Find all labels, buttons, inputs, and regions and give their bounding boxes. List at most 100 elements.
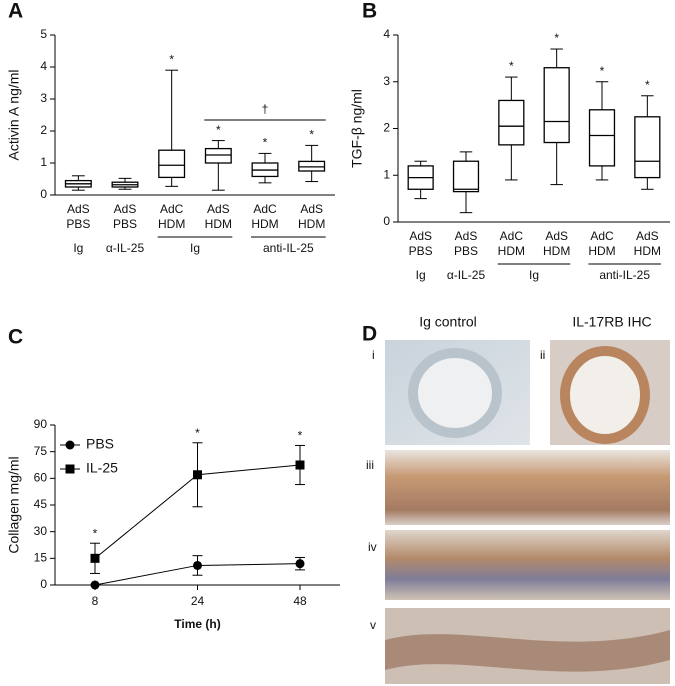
y-axis-label: Collagen mg/ml — [6, 456, 22, 553]
x-tick-label: AdS — [300, 202, 323, 216]
box — [543, 67, 570, 144]
x-tick-label: 8 — [92, 594, 99, 608]
y-tick-label: 1 — [40, 155, 47, 169]
marker — [90, 553, 100, 563]
image-iv — [385, 530, 670, 600]
panel-letter: A — [8, 0, 23, 23]
y-tick-label: 0 — [40, 577, 47, 591]
legend-marker — [65, 440, 75, 450]
x-tick-label: HDM — [205, 217, 232, 231]
panel-letter: B — [362, 0, 377, 23]
significance-mark: * — [263, 136, 268, 150]
bracket-label: † — [262, 102, 269, 116]
significance-mark: * — [216, 123, 221, 137]
airway-i — [408, 348, 502, 438]
box — [634, 116, 661, 179]
x-tick-label: PBS — [66, 217, 90, 231]
x-tick-label: AdS — [67, 202, 90, 216]
subpanel-label: i — [372, 348, 375, 362]
airway-ii — [560, 346, 650, 444]
subpanel-label: iii — [366, 458, 374, 472]
subpanel-label: ii — [540, 348, 545, 362]
y-axis-label: TGF-β ng/ml — [349, 89, 365, 168]
subpanel-label: v — [370, 618, 376, 632]
x-tick-label: AdC — [500, 229, 524, 243]
y-tick-label: 4 — [383, 27, 390, 41]
x-axis-label: Time (h) — [174, 617, 220, 631]
x-tick-label: PBS — [409, 244, 433, 258]
panel-letter: C — [8, 326, 23, 349]
x-tick-label: AdS — [114, 202, 137, 216]
box — [498, 99, 525, 146]
y-tick-label: 3 — [383, 74, 390, 88]
column-label: IL-17RB IHC — [572, 314, 651, 330]
group-label: Ig — [73, 241, 83, 255]
x-tick-label: AdS — [207, 202, 230, 216]
panel-letter: D — [362, 323, 377, 346]
y-tick-label: 5 — [40, 27, 47, 41]
group-label: α-IL-25 — [106, 241, 145, 255]
significance-mark: * — [93, 526, 98, 540]
y-axis-label: Activin A ng/ml — [6, 69, 22, 160]
x-tick-label: HDM — [298, 217, 325, 231]
x-tick-label: AdS — [455, 229, 478, 243]
y-tick-label: 75 — [34, 444, 48, 458]
x-tick-label: AdS — [636, 229, 659, 243]
column-label: Ig control — [419, 314, 477, 330]
x-tick-label: HDM — [588, 244, 615, 258]
box — [452, 160, 480, 193]
legend-label: PBS — [86, 436, 114, 452]
legend-marker — [65, 464, 75, 474]
y-tick-label: 30 — [34, 524, 48, 538]
marker — [193, 560, 202, 570]
subpanel-label: iv — [368, 540, 377, 554]
y-tick-label: 0 — [383, 214, 390, 228]
y-tick-label: 1 — [383, 167, 390, 181]
y-tick-label: 45 — [34, 497, 48, 511]
y-tick-label: 60 — [34, 471, 48, 485]
x-tick-label: HDM — [158, 217, 185, 231]
significance-mark: * — [169, 52, 174, 66]
y-tick-label: 3 — [40, 91, 47, 105]
box — [588, 109, 616, 167]
x-tick-label: AdS — [545, 229, 568, 243]
significance-mark: * — [645, 78, 650, 92]
image-iii — [385, 450, 670, 525]
marker — [295, 460, 305, 470]
y-tick-label: 2 — [40, 123, 47, 137]
box — [204, 147, 232, 164]
y-tick-label: 2 — [383, 121, 390, 135]
x-tick-label: AdC — [160, 202, 184, 216]
group-label: Ig — [416, 268, 426, 282]
significance-mark: * — [509, 59, 514, 73]
significance-mark: * — [195, 426, 200, 440]
x-tick-label: 24 — [191, 594, 205, 608]
y-tick-label: 4 — [40, 59, 47, 73]
x-tick-label: HDM — [543, 244, 570, 258]
x-tick-label: PBS — [113, 217, 137, 231]
group-label: Ig — [529, 268, 539, 282]
group-label: Ig — [190, 241, 200, 255]
y-tick-label: 15 — [34, 551, 48, 565]
marker — [193, 470, 202, 480]
group-label: α-IL-25 — [447, 268, 486, 282]
group-label: anti-IL-25 — [263, 241, 314, 255]
significance-mark: * — [298, 429, 303, 443]
micrograph-images — [385, 340, 670, 684]
x-tick-label: AdS — [409, 229, 432, 243]
x-tick-label: 48 — [293, 594, 307, 608]
significance-mark: * — [600, 64, 605, 78]
box — [158, 149, 186, 179]
group-label: anti-IL-25 — [599, 268, 650, 282]
x-tick-label: AdC — [253, 202, 277, 216]
marker — [295, 559, 305, 569]
x-tick-label: HDM — [498, 244, 525, 258]
tissue-v — [385, 630, 670, 672]
x-tick-label: HDM — [634, 244, 661, 258]
y-tick-label: 90 — [34, 417, 48, 431]
legend-label: IL-25 — [86, 460, 118, 476]
x-tick-label: AdC — [590, 229, 614, 243]
y-tick-label: 0 — [40, 187, 47, 201]
